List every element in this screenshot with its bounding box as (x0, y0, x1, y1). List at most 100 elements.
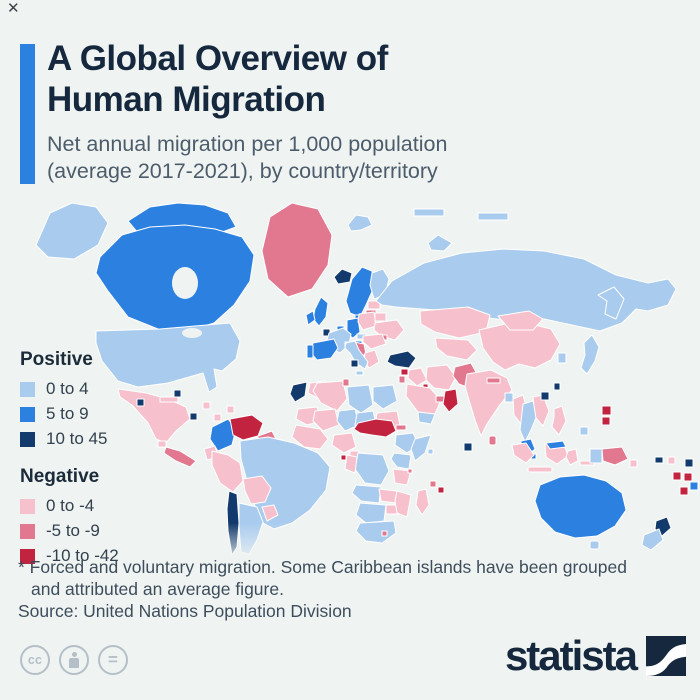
region-sumatra (511, 442, 535, 464)
attribution-person-icon[interactable] (59, 645, 89, 675)
legend-item: -5 to -9 (20, 521, 119, 541)
region-palau (579, 426, 589, 436)
region-egypt (372, 384, 398, 410)
region-spain (309, 338, 339, 361)
legend-swatch-negative-3 (20, 548, 35, 564)
region-taiwan (553, 382, 561, 391)
region-comoros (407, 468, 413, 474)
statista-branding[interactable]: statista (505, 635, 686, 677)
region-sicily (355, 370, 364, 376)
region-nepal (486, 377, 501, 384)
region-yemen (417, 411, 436, 425)
region-philippines (551, 405, 567, 436)
region-pacific-island (689, 481, 699, 491)
region-somalia (410, 434, 432, 462)
south-america-fade (200, 523, 310, 565)
region-hungary-romania (362, 333, 387, 350)
legend-label: 0 to 4 (46, 379, 89, 398)
legend-swatch-positive-2 (20, 406, 35, 422)
region-kenya-uganda (390, 452, 412, 470)
region-iceland (333, 268, 353, 285)
legend-label: 10 to 45 (46, 429, 108, 448)
region-new-caledonia (654, 456, 664, 464)
region-italy (344, 340, 369, 370)
region-israel-jordan (398, 375, 406, 384)
region-namibia-botswana (355, 502, 387, 524)
region-lebanon-syria (400, 368, 409, 376)
no-derivatives-equals-icon[interactable]: = (98, 645, 128, 675)
legend-swatch-negative-1 (20, 498, 35, 514)
region-tasmania (589, 540, 600, 550)
region-alaska (35, 202, 109, 260)
region-caribbean-island (213, 413, 222, 422)
region-china (478, 320, 561, 371)
legend-swatch-positive-3 (20, 431, 35, 447)
region-bahamas (173, 389, 182, 398)
region-guatemala (157, 440, 167, 448)
source-line: Source: United Nations Population Divisi… (18, 601, 352, 621)
region-india (464, 369, 513, 437)
region-estonia-latvia (367, 300, 381, 310)
equals-glyph: = (108, 650, 118, 669)
region-pacific-island (683, 472, 693, 482)
region-malaysia-borneo (545, 440, 567, 450)
region-micronesia (629, 459, 638, 468)
region-equatorial-guinea (340, 454, 347, 461)
region-poland (357, 311, 377, 331)
region-kamchatka (597, 286, 625, 320)
legend-negative-title: Negative (20, 466, 100, 487)
region-west-africa (291, 424, 329, 450)
region-guam (601, 405, 612, 416)
legend-label: 0 to -4 (46, 496, 95, 515)
region-sri-lanka (488, 435, 497, 446)
region-novaya-zemlya (427, 234, 453, 252)
region-turkey (386, 350, 417, 369)
region-niger (336, 408, 360, 432)
region-cuba (159, 396, 179, 403)
title-line-1: A Global Overview of (47, 39, 388, 78)
license-badges: cc = (20, 645, 128, 675)
footnote: * Forced and voluntary migration. Some C… (18, 557, 698, 623)
region-pacific-island (684, 458, 694, 468)
page-title: A Global Overview of Human Migration (47, 38, 388, 120)
region-bangladesh (504, 392, 514, 403)
region-iraq (407, 367, 428, 387)
region-caribbean-island (189, 412, 198, 421)
region-tanzania (392, 468, 412, 486)
person-glyph (69, 652, 79, 668)
region-nigeria (331, 432, 357, 454)
region-lesotho (381, 530, 388, 537)
region-northern-mariana (601, 416, 611, 426)
legend-label: 5 to 9 (46, 404, 89, 423)
subtitle-line-1: Net annual migration per 1,000 populatio… (47, 132, 448, 156)
region-belarus (374, 312, 387, 322)
region-algeria (312, 380, 348, 412)
region-new-zealand-south (641, 528, 664, 551)
region-malawi-mozambique (394, 490, 412, 518)
region-western-sahara (289, 381, 308, 403)
subtitle-line-2: (average 2017-2021), by country/territor… (47, 159, 438, 183)
region-congo-gabon (344, 454, 358, 474)
legend-swatch-positive-1 (20, 381, 35, 397)
region-united-kingdom (312, 296, 329, 327)
legend-label: -5 to -9 (46, 521, 100, 540)
legend-item: 0 to -4 (20, 496, 119, 516)
region-australia (534, 474, 627, 539)
legend-item: 0 to 4 (20, 379, 119, 399)
cc-icon[interactable]: cc (20, 645, 50, 675)
region-peru (211, 450, 244, 493)
region-reunion (437, 486, 445, 494)
map-legend: Positive 0 to 4 5 to 9 10 to 45 Negative… (20, 349, 119, 571)
region-car-south-sudan (353, 418, 397, 438)
legend-positive-title: Positive (20, 349, 93, 370)
region-ireland (305, 310, 316, 326)
region-uae-qatar (435, 395, 445, 403)
region-hong-kong (540, 391, 550, 401)
footnote-line-2: and attributed an average figure. (31, 578, 284, 599)
hudson-bay (172, 267, 198, 299)
region-tunisia (342, 378, 350, 387)
close-icon[interactable]: ✕ (7, 0, 20, 17)
region-pacific-island (667, 456, 676, 465)
region-papua-new-guinea (601, 446, 629, 466)
region-caribbean-island (202, 401, 211, 410)
